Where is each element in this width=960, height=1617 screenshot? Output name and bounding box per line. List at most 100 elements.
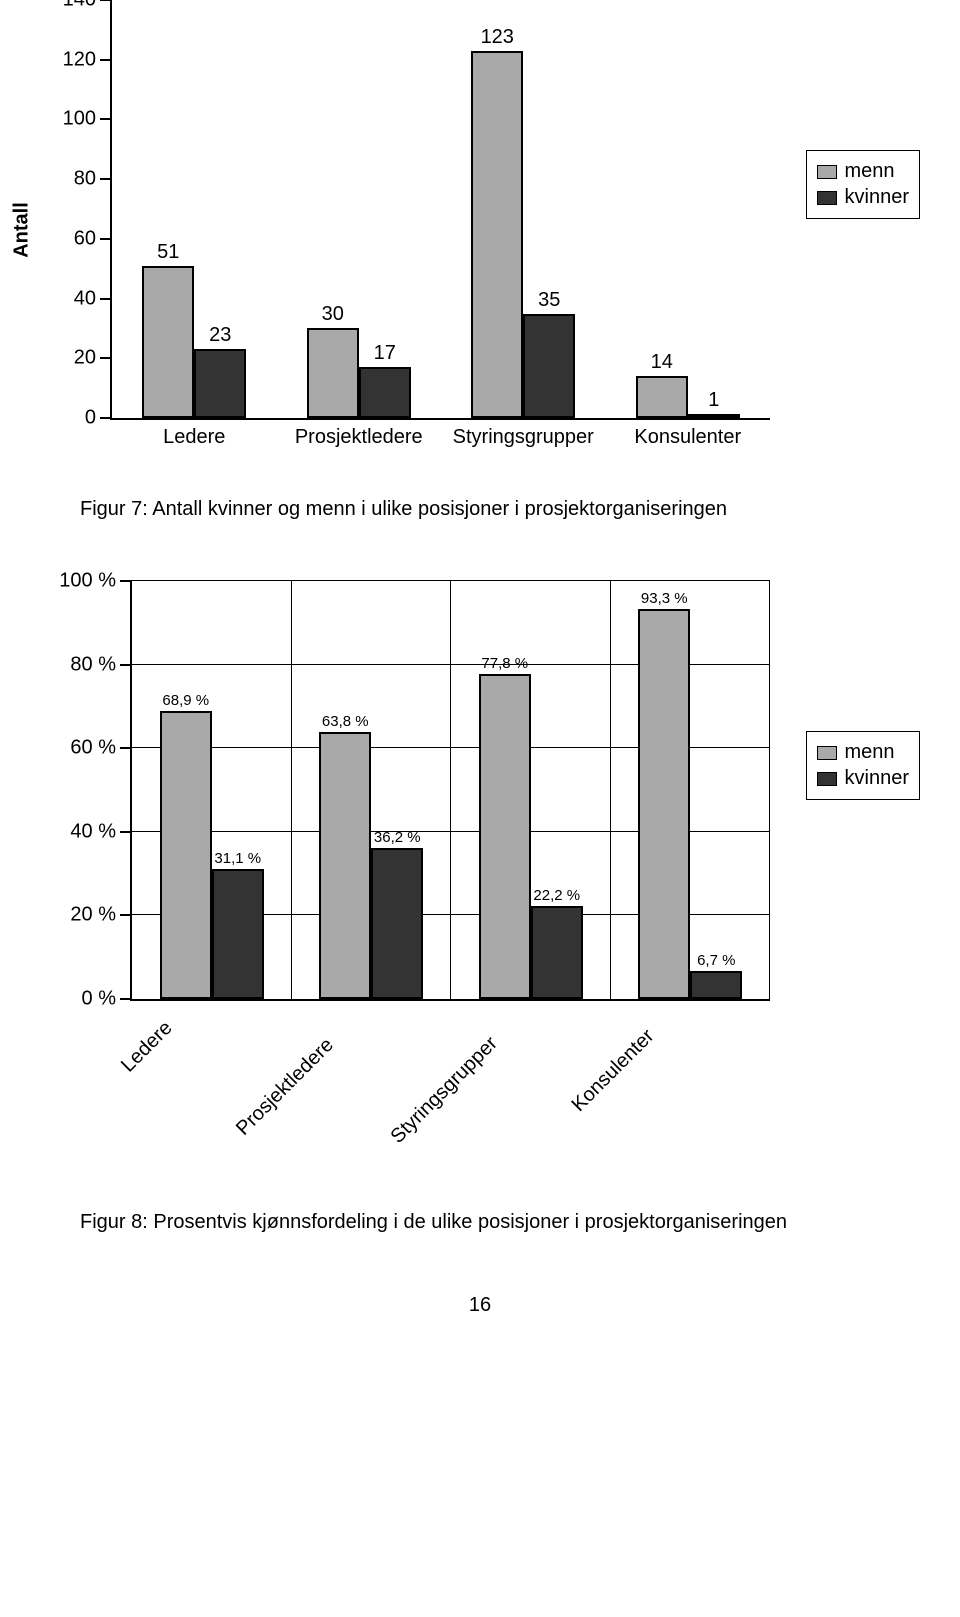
chart2-bar-value: 22,2 % [533,887,580,904]
chart2-container: 0 %20 %40 %60 %80 %100 %68,9 %31,1 %Lede… [40,581,920,1201]
chart1-bar-value: 51 [157,241,179,264]
chart1-ytick-label: 120 [63,48,96,71]
chart2-bar-value: 93,3 % [641,590,688,607]
chart2-ytick-label: 20 % [70,904,116,927]
chart1-bar-menn: 30 [307,328,359,418]
chart1-bar-value: 1 [708,389,719,412]
chart2-category-label: Prosjektledere [232,1034,339,1141]
chart2-group: 63,8 %36,2 % [319,581,423,999]
chart1-ytick-label: 0 [85,407,96,430]
chart2-bar-menn: 77,8 % [479,674,531,999]
chart1-ytick-label: 140 [63,0,96,12]
chart2-bar-menn: 93,3 % [638,609,690,999]
chart2-category-label: Ledere [117,1017,177,1077]
chart2-bar-menn: 68,9 % [160,711,212,999]
legend-item: menn [817,160,909,183]
chart2-ytick [120,831,132,833]
chart1-ytick [100,0,112,1]
chart1-ytick-label: 80 [74,168,96,191]
chart1-bar-menn: 14 [636,376,688,418]
legend-item: kvinner [817,186,909,209]
chart1-category-label: Styringsgrupper [453,426,594,449]
chart2-bar-kvinner: 22,2 % [531,906,583,999]
legend-item: menn [817,741,909,764]
legend-label: menn [845,741,895,764]
chart2-bar-value: 68,9 % [162,692,209,709]
chart1-bar-value: 23 [209,324,231,347]
page-number: 16 [40,1294,920,1317]
chart1-group: 141 [636,0,740,418]
chart1-caption: Figur 7: Antall kvinner og menn i ulike … [80,498,920,521]
chart1-ytick [100,357,112,359]
chart1-ytick [100,298,112,300]
chart2-category-label: Styringsgrupper [386,1032,502,1148]
legend-swatch [817,772,837,786]
legend-swatch [817,746,837,760]
chart1-ytick-label: 60 [74,227,96,250]
legend-label: kvinner [845,767,909,790]
chart2-bar-value: 6,7 % [697,952,735,969]
chart1-category-label: Ledere [163,426,225,449]
chart2-bar-value: 36,2 % [374,829,421,846]
legend-label: kvinner [845,186,909,209]
chart2-ytick-label: 60 % [70,737,116,760]
chart1-bar-menn: 51 [142,266,194,418]
chart2-ytick [120,914,132,916]
chart2-gridline-v [610,581,611,999]
chart1-bar-value: 17 [374,342,396,365]
chart2-ytick-label: 80 % [70,653,116,676]
chart2-group: 68,9 %31,1 % [160,581,264,999]
chart1-bar-value: 14 [651,351,673,374]
chart1-bar-kvinner: 17 [359,367,411,418]
chart1-ytick-label: 20 [74,347,96,370]
chart1-ytick-label: 40 [74,287,96,310]
legend-item: kvinner [817,767,909,790]
chart2-bar-value: 31,1 % [214,850,261,867]
chart1-ytick [100,118,112,120]
chart1-ytick [100,178,112,180]
chart2-bar-value: 63,8 % [322,713,369,730]
legend-label: menn [845,160,895,183]
chart2-bar-kvinner: 36,2 % [371,848,423,999]
chart2-ytick [120,580,132,582]
chart1-category-label: Prosjektledere [295,426,423,449]
chart1-bar-kvinner: 23 [194,349,246,418]
chart2-bar-menn: 63,8 % [319,732,371,999]
chart2-ytick [120,664,132,666]
chart2-bar-kvinner: 31,1 % [212,869,264,999]
legend-swatch [817,191,837,205]
chart2-ytick [120,998,132,1000]
chart2-gridline-v [450,581,451,999]
chart2-ytick [120,747,132,749]
chart1-bar-value: 123 [481,26,514,49]
chart1-ytick [100,417,112,419]
chart1-legend: menn kvinner [806,150,920,219]
chart1-bar-kvinner: 35 [523,314,575,419]
chart1-container: Antall 0204060801001201405123Ledere3017P… [40,0,920,460]
chart1-ytick [100,59,112,61]
chart1-bar-value: 35 [538,289,560,312]
chart2-bar-value: 77,8 % [481,655,528,672]
chart2-ytick-label: 100 % [59,570,116,593]
chart2-gridline-v [769,581,770,999]
chart1-group: 5123 [142,0,246,418]
chart2-ytick-label: 40 % [70,820,116,843]
chart2-gridline-v [291,581,292,999]
chart1-group: 12335 [471,0,575,418]
chart2-category-label: Konsulenter [568,1025,660,1117]
chart2-bar-kvinner: 6,7 % [690,971,742,999]
chart1-bar-value: 30 [322,303,344,326]
chart2-group: 77,8 %22,2 % [479,581,583,999]
chart1-bar-kvinner: 1 [688,414,740,418]
chart2-plot-area: 0 %20 %40 %60 %80 %100 %68,9 %31,1 %Lede… [130,581,770,1001]
chart1-group: 3017 [307,0,411,418]
chart2-legend: menn kvinner [806,731,920,800]
chart1-y-axis-label: Antall [11,202,34,258]
chart1-ytick-label: 100 [63,108,96,131]
chart1-bar-menn: 123 [471,51,523,418]
chart2-group: 93,3 %6,7 % [638,581,742,999]
chart2-ytick-label: 0 % [82,988,116,1011]
legend-swatch [817,165,837,179]
chart1-plot-area: 0204060801001201405123Ledere3017Prosjekt… [110,0,770,420]
chart1-ytick [100,238,112,240]
